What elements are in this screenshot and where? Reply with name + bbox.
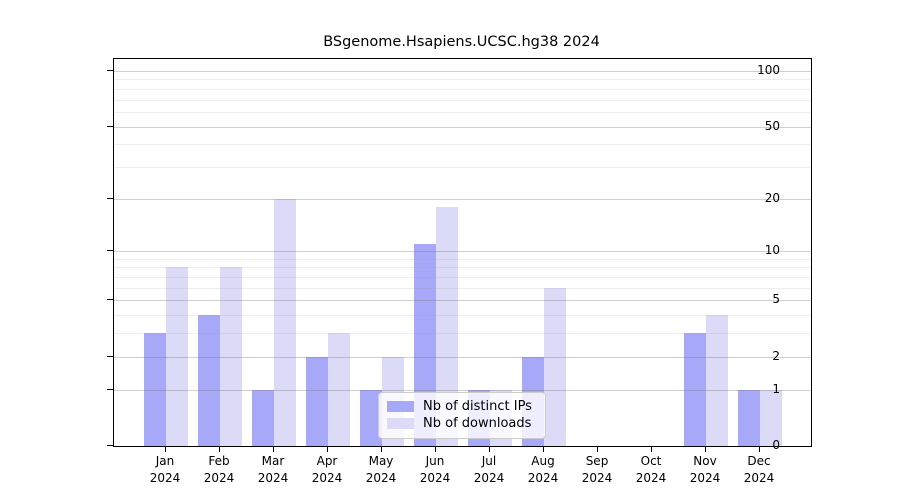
x-tick-year: 2024 bbox=[581, 470, 613, 485]
bar-jun-downloads bbox=[436, 206, 458, 446]
bar-jan-downloads bbox=[166, 267, 188, 446]
bar-jan-distinct-ips bbox=[144, 333, 166, 446]
downloads-swatch bbox=[387, 418, 414, 429]
minor-gridline bbox=[114, 88, 811, 90]
y-tick-mark bbox=[107, 125, 113, 127]
x-tick-mark bbox=[489, 446, 490, 452]
y-tick-mark bbox=[107, 250, 113, 252]
major-gridline bbox=[114, 198, 811, 200]
minor-gridline bbox=[114, 287, 811, 289]
x-tick-year: 2024 bbox=[149, 470, 181, 485]
minor-gridline bbox=[114, 111, 811, 113]
major-gridline bbox=[114, 251, 811, 253]
x-tick-label-apr: Apr 2024 bbox=[300, 453, 354, 486]
y-tick-mark bbox=[107, 388, 113, 390]
legend: Nb of distinct IPs Nb of downloads bbox=[378, 392, 546, 439]
y-tick-mark bbox=[107, 445, 113, 446]
x-tick-label-nov: Nov 2024 bbox=[678, 453, 732, 486]
x-tick-mark bbox=[381, 446, 382, 452]
bar-feb-downloads bbox=[220, 267, 242, 446]
x-tick-year: 2024 bbox=[311, 470, 343, 485]
minor-gridline bbox=[114, 144, 811, 146]
x-tick-mark bbox=[597, 446, 598, 452]
x-tick-mark bbox=[759, 446, 760, 452]
bar-mar-distinct-ips bbox=[252, 389, 274, 446]
y-tick-mark bbox=[107, 197, 113, 199]
minor-gridline bbox=[114, 79, 811, 81]
x-tick-label-sep: Sep 2024 bbox=[570, 453, 624, 486]
y-tick-mark bbox=[107, 355, 113, 357]
x-tick-year: 2024 bbox=[365, 470, 397, 485]
x-tick-mark bbox=[543, 446, 544, 452]
bar-apr-distinct-ips bbox=[306, 356, 328, 446]
minor-gridline bbox=[114, 315, 811, 317]
x-tick-label-feb: Feb 2024 bbox=[192, 453, 246, 486]
x-tick-label-dec: Dec 2024 bbox=[732, 453, 786, 486]
y-tick-label: 2 bbox=[772, 348, 780, 363]
x-tick-mark bbox=[165, 446, 166, 452]
legend-label-downloads: Nb of downloads bbox=[423, 416, 532, 431]
x-tick-year: 2024 bbox=[203, 470, 235, 485]
x-tick-mark bbox=[435, 446, 436, 452]
x-tick-label-mar: Mar 2024 bbox=[246, 453, 300, 486]
bar-apr-downloads bbox=[328, 333, 350, 446]
x-tick-mark bbox=[705, 446, 706, 452]
x-tick-year: 2024 bbox=[419, 470, 451, 485]
x-tick-mark bbox=[219, 446, 220, 452]
y-tick-mark bbox=[107, 299, 113, 301]
x-tick-label-oct: Oct 2024 bbox=[624, 453, 678, 486]
x-tick-label-jan: Jan 2024 bbox=[138, 453, 192, 486]
major-gridline bbox=[114, 389, 811, 391]
y-tick-label: 0 bbox=[772, 438, 780, 452]
x-tick-label-jul: Jul 2024 bbox=[462, 453, 516, 486]
bar-mar-downloads bbox=[274, 198, 296, 446]
minor-gridline bbox=[114, 333, 811, 335]
x-tick-year: 2024 bbox=[473, 470, 505, 485]
bar-nov-distinct-ips bbox=[684, 333, 706, 446]
x-tick-year: 2024 bbox=[257, 470, 289, 485]
minor-gridline bbox=[114, 166, 811, 168]
plot-area bbox=[113, 58, 812, 447]
y-tick-mark bbox=[107, 70, 113, 71]
y-tick-label: 20 bbox=[764, 190, 780, 205]
bar-feb-distinct-ips bbox=[198, 315, 220, 446]
x-tick-label-may: May 2024 bbox=[354, 453, 408, 486]
major-gridline bbox=[114, 356, 811, 358]
legend-row-distinct-ips: Nb of distinct IPs bbox=[387, 398, 537, 415]
minor-gridline bbox=[114, 277, 811, 279]
y-tick-label: 50 bbox=[764, 118, 780, 133]
x-tick-year: 2024 bbox=[689, 470, 721, 485]
minor-gridline bbox=[114, 258, 811, 260]
x-tick-year: 2024 bbox=[527, 470, 559, 485]
distinct-ips-swatch bbox=[387, 401, 414, 412]
major-gridline bbox=[114, 71, 811, 72]
major-gridline bbox=[114, 300, 811, 302]
bar-may-distinct-ips bbox=[360, 389, 382, 446]
x-tick-mark bbox=[327, 446, 328, 452]
major-gridline bbox=[114, 126, 811, 128]
bar-nov-downloads bbox=[706, 315, 728, 446]
x-tick-year: 2024 bbox=[635, 470, 667, 485]
minor-gridline bbox=[114, 99, 811, 101]
x-tick-year: 2024 bbox=[743, 470, 775, 485]
x-tick-mark bbox=[273, 446, 274, 452]
y-tick-label: 100 bbox=[757, 63, 780, 77]
bar-dec-downloads bbox=[760, 389, 782, 446]
legend-row-downloads: Nb of downloads bbox=[387, 415, 537, 432]
y-tick-label: 5 bbox=[772, 292, 780, 307]
bar-aug-downloads bbox=[544, 287, 566, 446]
chart-title: BSgenome.Hsapiens.UCSC.hg38 2024 bbox=[323, 34, 600, 50]
legend-label-distinct-ips: Nb of distinct IPs bbox=[423, 399, 532, 414]
gridlines-layer bbox=[114, 59, 811, 446]
x-tick-label-jun: Jun 2024 bbox=[408, 453, 462, 486]
minor-gridline bbox=[114, 267, 811, 269]
bar-dec-distinct-ips bbox=[738, 389, 760, 446]
y-tick-label: 1 bbox=[772, 381, 780, 396]
x-tick-mark bbox=[651, 446, 652, 452]
y-tick-label: 10 bbox=[764, 243, 780, 258]
x-tick-label-aug: Aug 2024 bbox=[516, 453, 570, 486]
